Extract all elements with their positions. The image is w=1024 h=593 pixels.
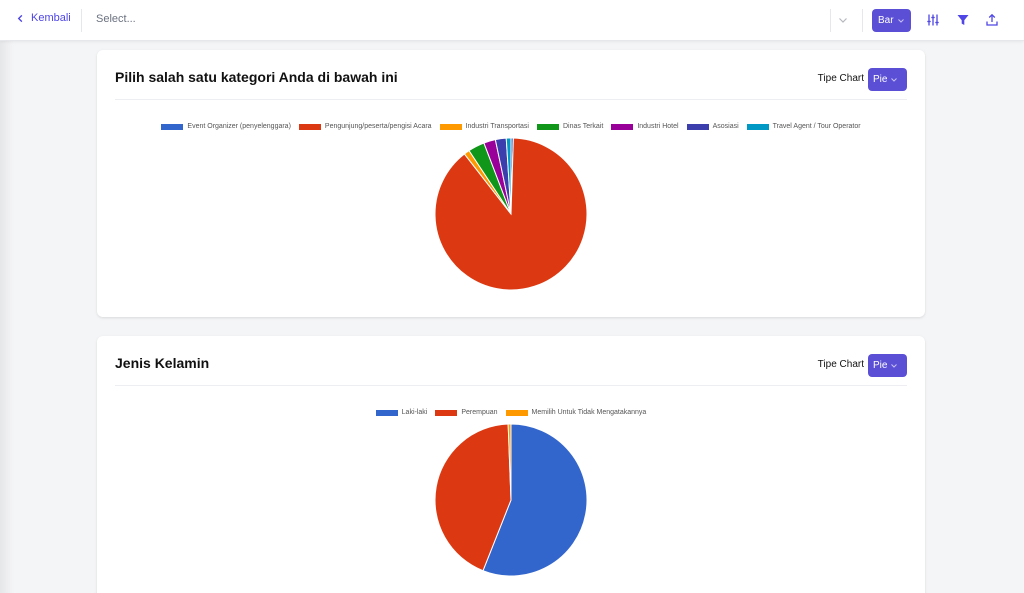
- upload-icon: [986, 13, 998, 26]
- legend-swatch: [686, 123, 709, 130]
- legend-label: Memilih Untuk Tidak Mengatakannya: [531, 409, 647, 416]
- divider: [830, 9, 831, 32]
- sliders-icon: [927, 14, 939, 26]
- chevron-down-icon: [891, 77, 898, 82]
- pie-slice[interactable]: [505, 137, 512, 215]
- tipe-chart-value: Pie: [873, 74, 888, 85]
- filter-button[interactable]: [954, 11, 972, 29]
- back-button[interactable]: Kembali: [16, 12, 71, 24]
- legend-swatch: [439, 123, 462, 130]
- divider: [81, 9, 82, 32]
- chart-card-category: Pilih salah satu kategori Anda di bawah …: [97, 50, 925, 317]
- tipe-chart-value: Pie: [873, 360, 888, 371]
- legend-label: Asosiasi: [712, 123, 739, 130]
- pie-slice[interactable]: [507, 423, 512, 501]
- legend-swatch: [435, 409, 458, 416]
- legend-swatch: [746, 123, 769, 130]
- tipe-chart-label: Tipe Chart: [817, 359, 864, 370]
- legend-swatch: [536, 123, 559, 130]
- legend-item[interactable]: Event Organizer (penyelenggara): [161, 123, 291, 130]
- back-label: Kembali: [31, 12, 71, 24]
- legend-label: Perempuan: [461, 409, 498, 416]
- legend-item[interactable]: Industri Transportasi: [439, 123, 529, 130]
- legend-item[interactable]: Dinas Terkait: [536, 123, 604, 130]
- legend-label: Travel Agent / Tour Operator: [772, 123, 861, 130]
- legend-label: Pengunjung/peserta/pengisi Acara: [324, 123, 432, 130]
- legend-swatch: [611, 123, 634, 130]
- legend-label: Industri Hotel: [637, 123, 679, 130]
- legend-item[interactable]: Pengunjung/peserta/pengisi Acara: [298, 123, 432, 130]
- card-divider: [115, 385, 907, 386]
- top-bar: Kembali Bar: [0, 0, 1024, 41]
- legend-swatch: [505, 409, 528, 416]
- legend-swatch: [161, 123, 184, 130]
- settings-button[interactable]: [924, 11, 942, 29]
- chart-legend: Laki-laki Perempuan Memilih Untuk Tidak Me…: [97, 409, 925, 416]
- legend-label: Dinas Terkait: [562, 123, 604, 130]
- tipe-chart-select[interactable]: Pie: [868, 354, 907, 377]
- chart-type-label: Bar: [878, 15, 894, 26]
- chevron-down-icon: [891, 363, 898, 368]
- card-title: Jenis Kelamin: [115, 355, 210, 371]
- legend-item[interactable]: Perempuan: [435, 409, 498, 416]
- tipe-chart-label: Tipe Chart: [817, 73, 864, 84]
- legend-item[interactable]: Asosiasi: [686, 123, 739, 130]
- legend-label: Event Organizer (penyelenggara): [187, 123, 291, 130]
- legend-label: Industri Transportasi: [465, 123, 529, 130]
- export-button[interactable]: [983, 11, 1001, 29]
- chevron-left-icon: [17, 14, 23, 22]
- side-shadow: [0, 41, 14, 593]
- pie-slice[interactable]: [482, 423, 588, 577]
- chevron-down-icon: [897, 18, 904, 23]
- chart-legend: Event Organizer (penyelenggara) Pengunjun…: [97, 123, 925, 130]
- divider: [862, 9, 863, 32]
- legend-swatch: [375, 409, 398, 416]
- card-title: Pilih salah satu kategori Anda di bawah …: [115, 69, 398, 85]
- legend-item[interactable]: Travel Agent / Tour Operator: [746, 123, 861, 130]
- pie-chart: [434, 137, 588, 291]
- legend-label: Laki-laki: [401, 409, 428, 416]
- pie-chart: [434, 423, 588, 577]
- card-divider: [115, 99, 907, 100]
- chart-card-gender: Jenis Kelamin Tipe Chart Pie Laki-laki Pe…: [97, 336, 925, 593]
- tipe-chart-select[interactable]: Pie: [868, 68, 907, 91]
- pie-slice[interactable]: [434, 423, 512, 572]
- filter-icon: [957, 15, 969, 25]
- category-select-input[interactable]: [96, 13, 796, 25]
- legend-swatch: [298, 123, 321, 130]
- chevron-down-icon[interactable]: [836, 13, 850, 27]
- legend-item[interactable]: Industri Hotel: [611, 123, 679, 130]
- chart-type-select[interactable]: Bar: [872, 9, 911, 32]
- legend-item[interactable]: Memilih Untuk Tidak Mengatakannya: [505, 409, 647, 416]
- legend-item[interactable]: Laki-laki: [375, 409, 428, 416]
